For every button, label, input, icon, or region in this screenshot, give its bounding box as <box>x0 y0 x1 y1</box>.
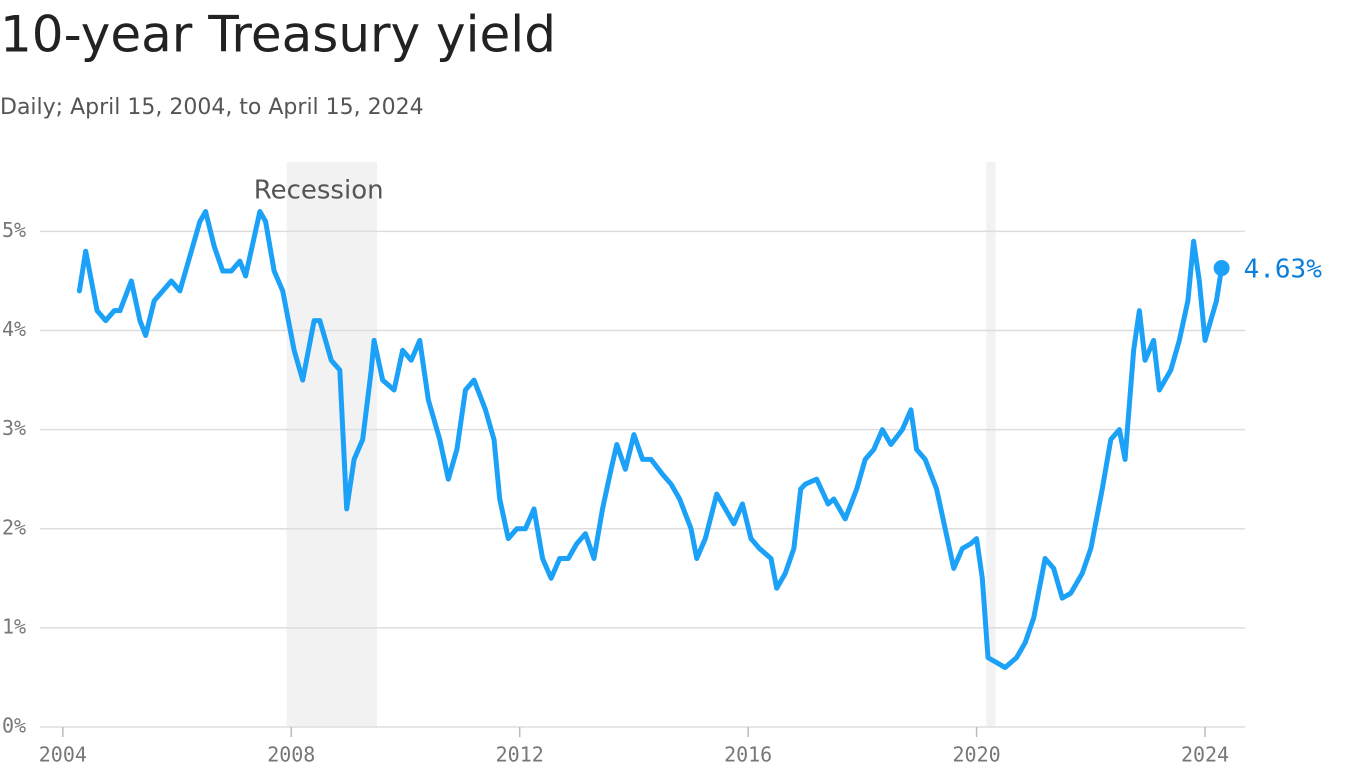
y-tick-label: 1% <box>2 614 26 638</box>
chart-subtitle: Daily; April 15, 2004, to April 15, 2024 <box>0 95 424 120</box>
end-label: 4.63% <box>1244 255 1323 285</box>
recession-band <box>986 162 996 727</box>
y-tick-label: 2% <box>2 515 26 539</box>
y-tick-label: 4% <box>2 317 26 341</box>
x-tick-label: 2012 <box>496 743 544 767</box>
x-tick-label: 2020 <box>953 743 1001 767</box>
recession-band <box>286 162 377 727</box>
yield-line <box>76 209 1225 671</box>
recession-label: Recession <box>254 176 384 206</box>
x-tick-label: 2016 <box>724 743 772 767</box>
end-point <box>1213 260 1230 277</box>
x-tick-label: 2024 <box>1181 743 1229 767</box>
x-tick-label: 2004 <box>39 743 87 767</box>
y-tick-label: 5% <box>2 218 26 242</box>
y-tick-label: 0% <box>2 714 26 738</box>
chart-title: 10-year Treasury yield <box>0 6 556 64</box>
x-tick-label: 2008 <box>267 743 315 767</box>
y-tick-label: 3% <box>2 416 26 440</box>
